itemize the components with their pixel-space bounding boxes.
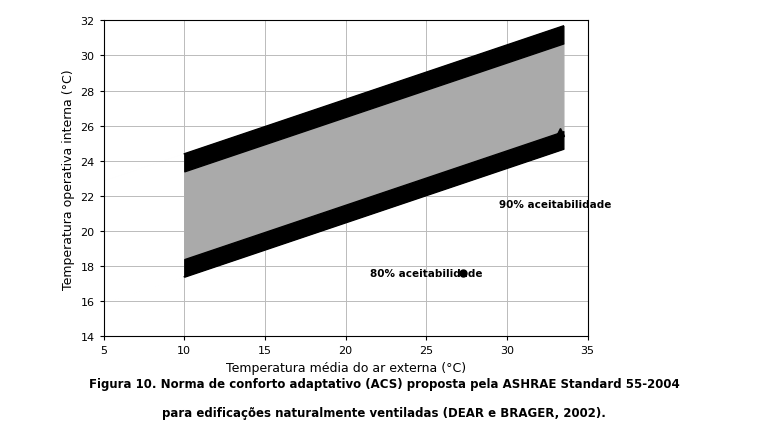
Text: 80% aceitabilidade: 80% aceitabilidade xyxy=(370,268,482,279)
X-axis label: Temperatura média do ar externa (°C): Temperatura média do ar externa (°C) xyxy=(226,361,465,374)
Text: Figura 10. Norma de conforto adaptativo (ACS) proposta pela ASHRAE Standard 55-2: Figura 10. Norma de conforto adaptativo … xyxy=(88,377,680,390)
Text: para edificações naturalmente ventiladas (DEAR e BRAGER, 2002).: para edificações naturalmente ventiladas… xyxy=(162,406,606,418)
Text: 90% aceitabilidade: 90% aceitabilidade xyxy=(499,200,611,210)
Y-axis label: Temperatura operativa interna (°C): Temperatura operativa interna (°C) xyxy=(62,69,74,289)
